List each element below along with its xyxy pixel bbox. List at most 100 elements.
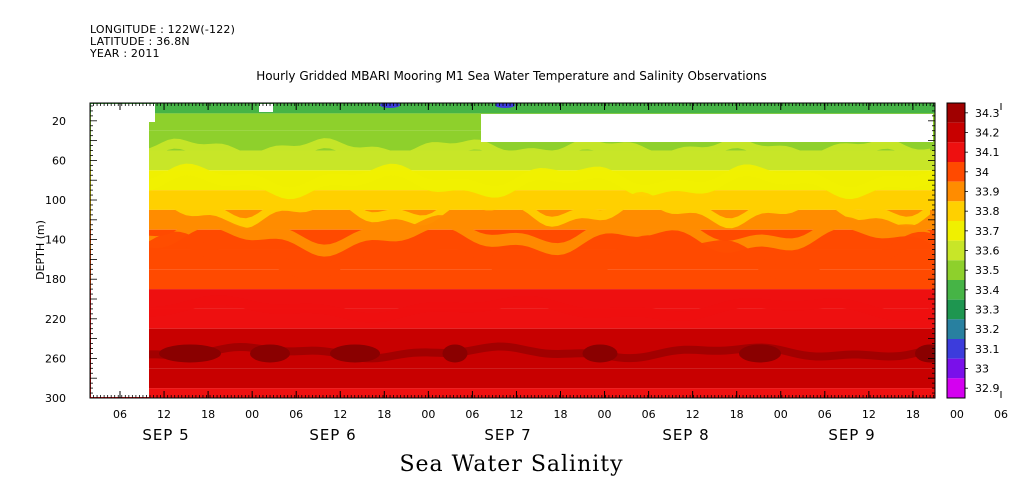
- salinity-contour-feature: [90, 295, 930, 323]
- colorbar-swatch: [947, 103, 965, 123]
- salinity-band: [90, 368, 935, 389]
- colorbar-label: 33.5: [975, 264, 1000, 277]
- x-tick-label: 00: [421, 408, 435, 421]
- x-tick-label: 00: [598, 408, 612, 421]
- plot-frame: [89, 102, 936, 399]
- colorbar-swatch: [947, 162, 965, 182]
- colorbar-label: 34.3: [975, 107, 1000, 120]
- high-salinity-core: [442, 344, 468, 363]
- colorbar-swatch: [947, 339, 965, 359]
- colorbar-label: 33.2: [975, 323, 1000, 336]
- colorbar-swatch: [947, 378, 965, 398]
- colorbar-label: 33.4: [975, 284, 1000, 297]
- x-tick-label: 00: [774, 408, 788, 421]
- y-tick-label: 140: [45, 234, 66, 247]
- colorbar-label: 34.1: [975, 146, 1000, 159]
- salinity-band: [90, 388, 935, 398]
- colorbar-swatch: [947, 142, 965, 162]
- high-salinity-core: [582, 344, 618, 363]
- high-salinity-core: [330, 344, 380, 363]
- colorbar: 34.3 34.2 34.1 34 33.9 33.8 33.7 33.6 33.5 33.4 33…: [946, 102, 1000, 399]
- x-tick-label: 18: [201, 408, 215, 421]
- x-tick-label: 06: [818, 408, 832, 421]
- salinity-band: [90, 328, 935, 349]
- high-salinity-core: [739, 344, 781, 363]
- x-tick-label: 06: [289, 408, 303, 421]
- salinity-band: [90, 249, 935, 270]
- missing-data: [259, 104, 273, 112]
- missing-data: [149, 104, 155, 122]
- colorbar-label: 33: [975, 363, 989, 376]
- salinity-features: [90, 103, 935, 363]
- x-tick-label: 18: [906, 408, 920, 421]
- y-tick-label: 20: [52, 115, 66, 128]
- colorbar-swatch: [947, 201, 965, 221]
- colorbar-swatch: [947, 299, 965, 320]
- missing-data: [91, 104, 149, 397]
- x-tick-label: 12: [333, 408, 347, 421]
- x-tick-label: 18: [377, 408, 391, 421]
- year-label: YEAR : 2011: [90, 47, 160, 60]
- colorbar-label: 33.8: [975, 205, 1000, 218]
- metadata-block: LONGITUDE : 122W(-122) LATITUDE : 36.8N …: [90, 24, 235, 60]
- salinity-contour-feature: [90, 231, 930, 281]
- y-tick-label: 300: [45, 392, 66, 405]
- variable-title: Sea Water Salinity: [399, 452, 624, 477]
- x-tick-label: 06: [994, 408, 1008, 421]
- x-tick-label: 00: [950, 408, 964, 421]
- x-tick-label: 06: [642, 408, 656, 421]
- y-tick-label: 220: [45, 313, 66, 326]
- chart-title: Hourly Gridded MBARI Mooring M1 Sea Wate…: [256, 69, 767, 83]
- colorbar-swatch: [947, 122, 965, 143]
- x-date-label: SEP 8: [662, 426, 709, 444]
- colorbar-label: 33.1: [975, 343, 1000, 356]
- colorbar-label: 33.6: [975, 245, 1000, 258]
- x-tick-label: 00: [245, 408, 259, 421]
- y-tick-label: 180: [45, 273, 66, 286]
- colorbar-label: 33.7: [975, 225, 1000, 238]
- x-date-label: SEP 7: [484, 426, 531, 444]
- latitude-label: LATITUDE : 36.8N: [90, 35, 190, 48]
- x-date-label: SEP 5: [142, 426, 189, 444]
- high-salinity-core: [915, 344, 935, 363]
- y-axis: 20 60 100 140 180 220 260 300: [45, 105, 935, 405]
- y-tick-label: 260: [45, 352, 66, 365]
- missing-data-areas: [91, 104, 933, 397]
- salinity-contour-feature: [90, 342, 930, 363]
- y-tick-label: 100: [45, 194, 66, 207]
- salinity-contour-feature: [90, 138, 930, 163]
- salinity-band: [90, 103, 935, 114]
- salinity-band: [90, 308, 935, 329]
- high-salinity-core: [159, 344, 221, 363]
- salinity-contour-feature: [90, 163, 930, 200]
- colorbar-swatch: [947, 319, 965, 339]
- high-salinity-core: [250, 344, 290, 363]
- colorbar-label: 33.3: [975, 304, 1000, 317]
- x-tick-label: 12: [509, 408, 523, 421]
- x-tick-label: 06: [113, 408, 127, 421]
- salinity-contour-feature: [90, 191, 930, 229]
- x-date-label: SEP 9: [828, 426, 875, 444]
- y-tick-label: 60: [52, 154, 66, 167]
- longitude-label: LONGITUDE : 122W(-122): [90, 23, 236, 36]
- colorbar-label: 32.9: [975, 382, 1000, 395]
- colorbar-label: 34.2: [975, 127, 1000, 140]
- y-axis-label: DEPTH (m): [34, 220, 47, 280]
- colorbar-label: 33.9: [975, 186, 1000, 199]
- x-axis: 06 12 18 00 06 12 18 00 06 12 18 00 06 12 18 00 06 12 18 00…: [89, 103, 1008, 444]
- colorbar-swatch: [947, 358, 965, 379]
- x-tick-label: 06: [465, 408, 479, 421]
- colorbar-swatch: [947, 280, 965, 300]
- x-tick-label: 18: [554, 408, 568, 421]
- x-date-label: SEP 6: [309, 426, 356, 444]
- colorbar-swatch: [947, 240, 965, 261]
- missing-data: [481, 114, 933, 142]
- colorbar-swatch: [947, 181, 965, 202]
- x-tick-label: 12: [157, 408, 171, 421]
- x-tick-label: 18: [730, 408, 744, 421]
- x-tick-label: 12: [686, 408, 700, 421]
- x-tick-label: 12: [862, 408, 876, 421]
- colorbar-swatch: [947, 260, 965, 280]
- colorbar-label: 34: [975, 166, 989, 179]
- colorbar-swatch: [947, 221, 965, 241]
